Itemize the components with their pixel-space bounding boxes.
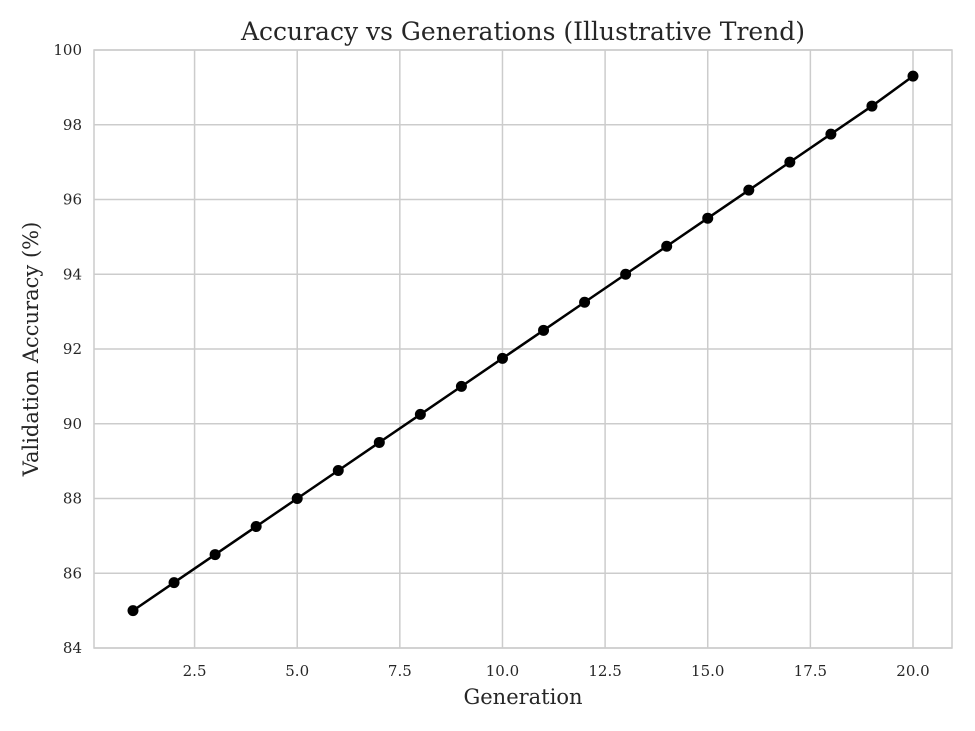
y-axis-ticks: 84 86 88 90 92 94 96 98 100: [53, 41, 82, 657]
x-tick-label: 5.0: [285, 662, 309, 680]
data-point: [702, 212, 714, 224]
y-tick-label: 88: [63, 490, 82, 508]
data-point: [538, 324, 550, 336]
data-point: [127, 605, 139, 617]
data-point: [332, 464, 344, 476]
y-tick-label: 98: [63, 116, 82, 134]
y-tick-label: 90: [63, 415, 82, 433]
data-point: [209, 549, 221, 561]
x-axis-label: Generation: [463, 685, 582, 709]
x-axis-ticks: 2.5 5.0 7.5 10.0 12.5 15.0 17.5 20.0: [183, 662, 930, 680]
data-point: [743, 184, 755, 196]
data-point: [825, 128, 837, 140]
chart-title: Accuracy vs Generations (Illustrative Tr…: [240, 17, 805, 46]
x-tick-label: 10.0: [486, 662, 519, 680]
x-tick-label: 7.5: [388, 662, 412, 680]
plot-frame: [93, 49, 953, 649]
data-point: [373, 436, 385, 448]
x-tick-label: 12.5: [588, 662, 621, 680]
y-tick-label: 86: [63, 564, 82, 582]
series-group: [127, 70, 919, 617]
data-point: [907, 70, 919, 82]
data-point: [455, 380, 467, 392]
data-point: [414, 408, 426, 420]
series-line: [132, 75, 914, 612]
x-tick-label: 20.0: [896, 662, 929, 680]
data-point: [784, 156, 796, 168]
y-tick-label: 84: [63, 639, 82, 657]
data-point: [579, 296, 591, 308]
y-tick-label: 94: [63, 265, 82, 283]
x-tick-label: 2.5: [183, 662, 207, 680]
y-axis-label: Validation Accuracy (%): [19, 222, 43, 478]
x-tick-label: 17.5: [794, 662, 827, 680]
data-point: [866, 100, 878, 112]
y-tick-label: 96: [63, 191, 82, 209]
y-tick-label: 100: [53, 41, 82, 59]
x-tick-label: 15.0: [691, 662, 724, 680]
data-point: [661, 240, 673, 252]
data-point: [291, 493, 303, 504]
y-tick-label: 92: [63, 340, 82, 358]
data-point: [168, 577, 180, 589]
data-point: [620, 268, 632, 280]
data-point: [250, 521, 262, 533]
data-point: [496, 352, 508, 364]
